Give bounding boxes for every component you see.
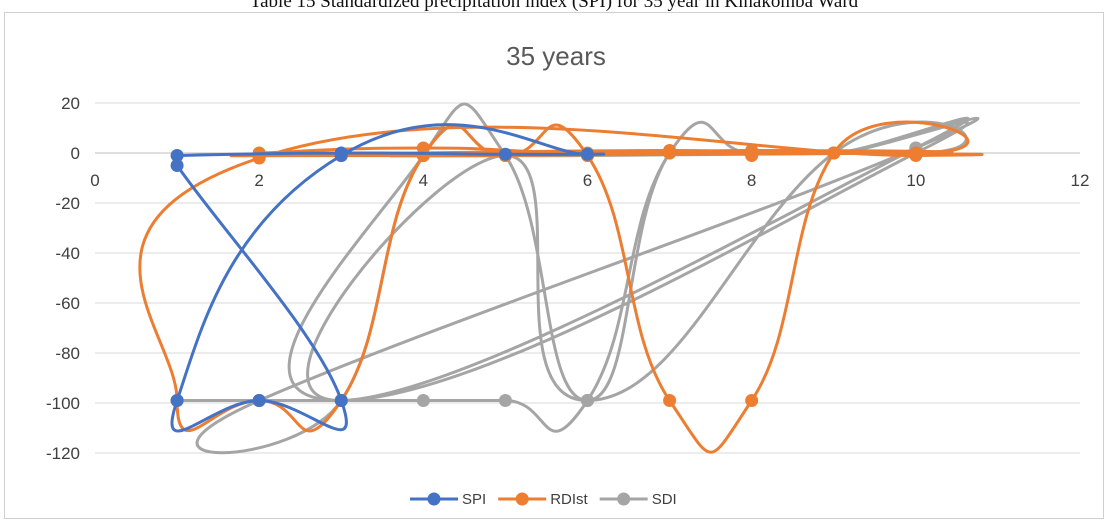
data-point-rdist	[909, 146, 923, 160]
y-tick-label: -100	[46, 394, 80, 413]
y-tick-label: -20	[55, 194, 80, 213]
chart-title: 35 years	[506, 41, 606, 71]
legend-label: SDI	[652, 491, 677, 508]
chart-area: 35 years 20 0 -20 -40 -60 -80 -100 -120 0 2 4 6 8 10 1…	[4, 12, 1104, 519]
legend-item-spi[interactable]: SPI	[410, 491, 486, 508]
data-point-spi	[334, 149, 348, 162]
data-point-spi	[170, 149, 184, 162]
legend-label: SPI	[462, 491, 486, 508]
legend-swatch-marker	[515, 492, 529, 506]
x-tick-label: 12	[1071, 171, 1090, 190]
x-tick-label: 8	[747, 171, 756, 190]
series-line-rdist	[138, 120, 984, 454]
data-point-spi	[334, 394, 348, 407]
axes: 20 0 -20 -40 -60 -80 -100 -120 0 2 4 6 8 10 12	[46, 94, 1089, 463]
x-tick-label: 6	[583, 171, 592, 190]
legend-swatch-marker	[427, 492, 441, 506]
x-tick-label: 0	[90, 171, 99, 190]
gridlines	[95, 102, 1080, 454]
y-tick-label: -120	[46, 444, 80, 463]
data-point-rdist	[663, 394, 677, 407]
x-tick-label: 4	[419, 171, 428, 190]
data-point-rdist	[663, 144, 677, 157]
y-tick-label: -60	[55, 294, 80, 313]
series-line-spi	[170, 123, 606, 433]
figure-caption: Table 15 Standardized precipitation inde…	[249, 0, 859, 12]
legend-item-sdi[interactable]: SDI	[599, 491, 677, 508]
data-point-rdist	[745, 394, 759, 407]
data-point-rdist	[827, 146, 841, 160]
y-tick-label: -80	[55, 344, 80, 363]
x-tick-label: 2	[254, 171, 263, 190]
data-point-sdi	[581, 394, 594, 407]
chart-svg: 35 years 20 0 -20 -40 -60 -80 -100 -120 0 2 4 6 8 10 1…	[46, 41, 1089, 508]
data-point-spi	[581, 147, 594, 161]
data-point-spi	[498, 147, 512, 161]
data-point-spi	[170, 159, 184, 172]
series-layer	[138, 102, 984, 455]
y-tick-label: -40	[55, 244, 80, 263]
legend-label: RDIst	[550, 491, 588, 508]
data-point-spi	[170, 394, 184, 407]
data-point-sdi	[416, 394, 430, 407]
legend-item-rdist[interactable]: RDIst	[498, 491, 589, 508]
data-point-rdist	[416, 149, 430, 162]
data-point-rdist	[745, 149, 759, 162]
legend-swatch-marker	[617, 492, 631, 506]
x-tick-label: 10	[906, 171, 925, 190]
y-tick-label: 0	[71, 144, 80, 163]
y-tick-label: 20	[61, 94, 80, 113]
data-point-spi	[252, 394, 266, 407]
legend[interactable]: SPI RDIst SDI	[410, 491, 677, 508]
data-point-sdi	[498, 394, 512, 407]
